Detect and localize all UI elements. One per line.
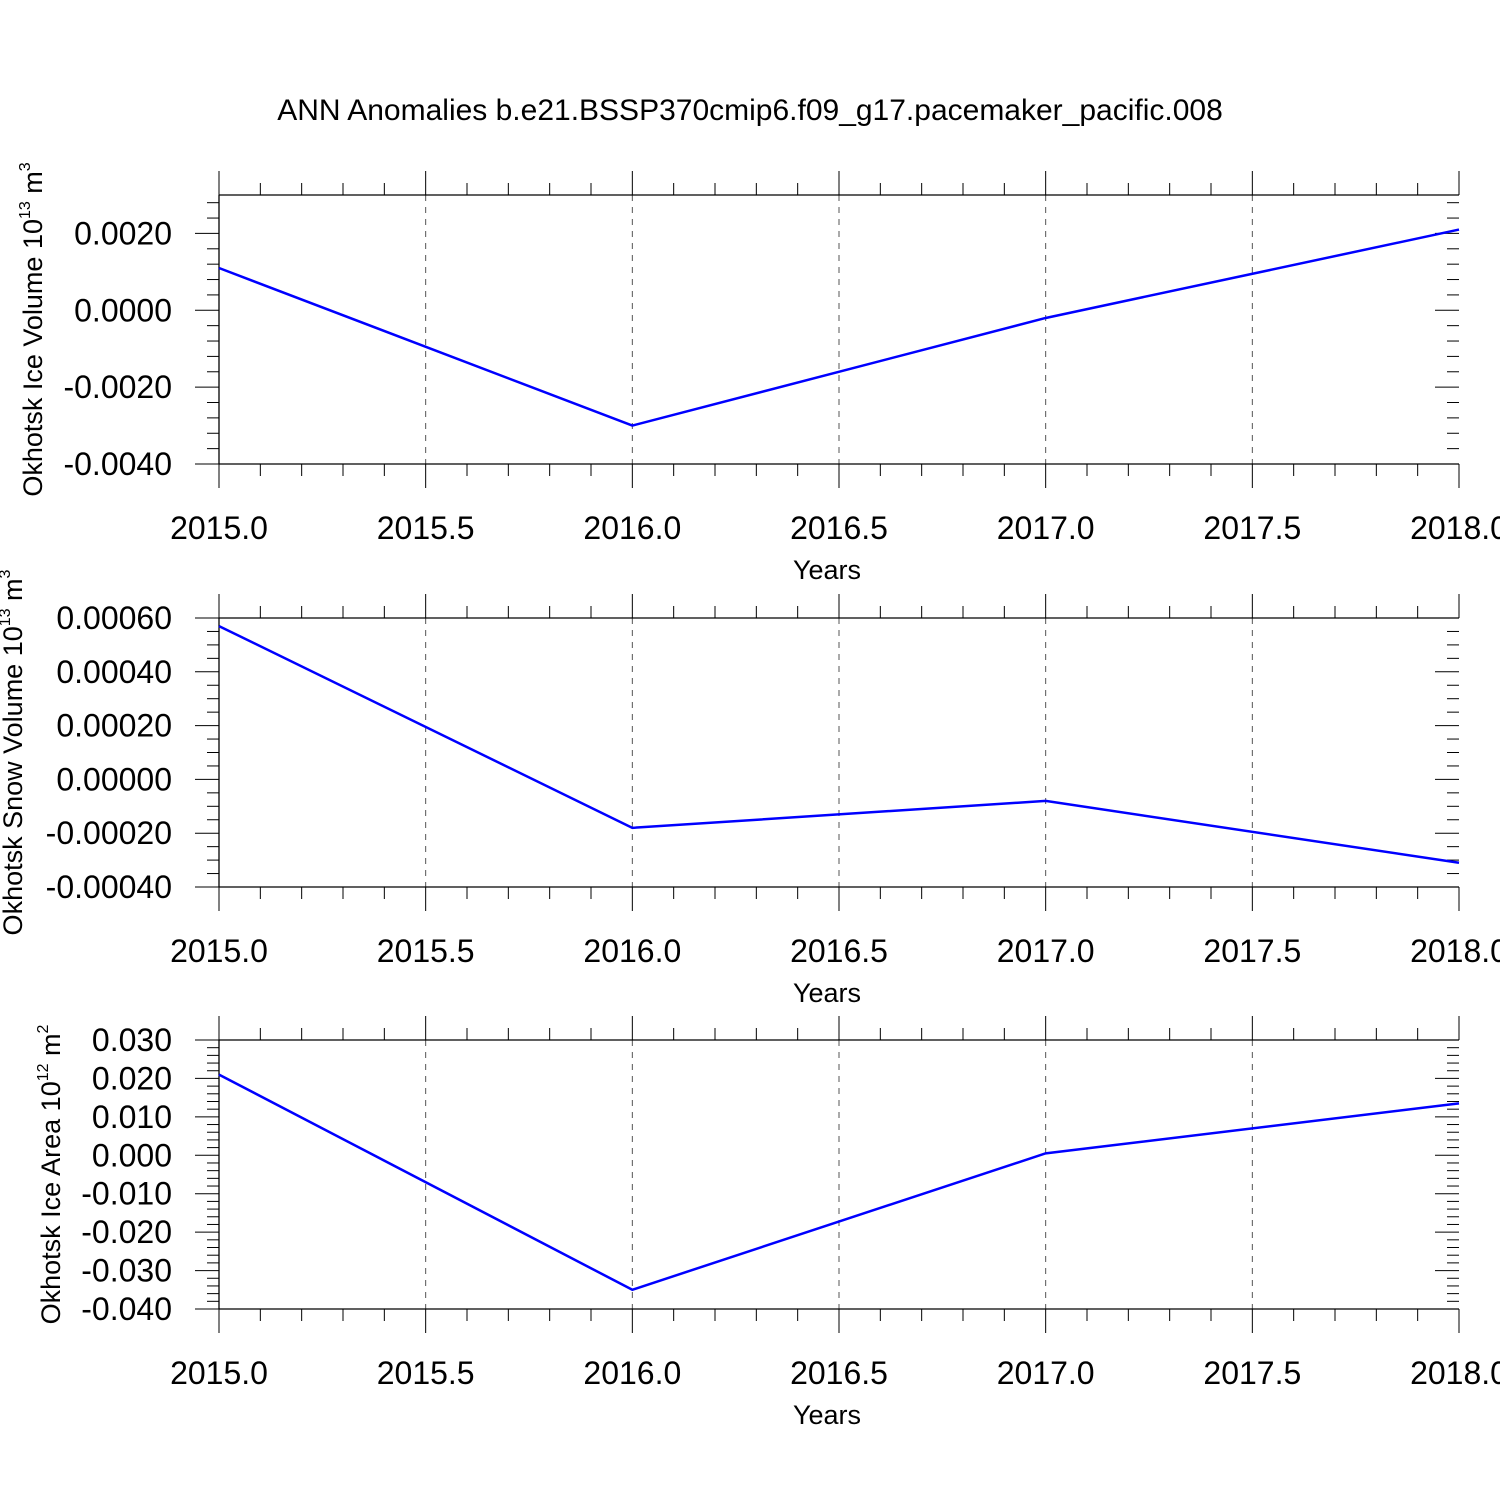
figure-title: ANN Anomalies b.e21.BSSP370cmip6.f09_g17… bbox=[277, 94, 1223, 127]
snow-volume-y-axis-label-part: Okhotsk Snow Volume 10 bbox=[0, 626, 28, 935]
ice-volume-y-tick-label: 0.0020 bbox=[74, 215, 172, 251]
ice-area-x-axis-label: Years bbox=[793, 1400, 861, 1430]
panel-ice-volume: 2015.0 2015.5 2016.0 2016.5 2017.0 2017.5 2018… bbox=[17, 162, 1500, 585]
ice-volume-y-axis-label-part: Okhotsk Ice Volume 10 bbox=[18, 219, 48, 497]
ice-area-y-tick-label: 0.030 bbox=[92, 1022, 172, 1058]
ice-volume-y-tick-label: -0.0040 bbox=[63, 446, 172, 482]
ice-volume-x-tick-label: 2018.0 bbox=[1410, 510, 1500, 546]
ice-area-x-tick-label: 2016.0 bbox=[583, 1355, 681, 1391]
snow-volume-y-tick-label: 0.00020 bbox=[56, 708, 172, 744]
ice-area-y-tick-label: 0.020 bbox=[92, 1060, 172, 1096]
snow-volume-y-axis-label: Okhotsk Snow Volume 1013 m3 bbox=[0, 569, 28, 935]
snow-volume-series-line bbox=[218, 624, 1460, 865]
snow-volume-y-tick-label: -0.00040 bbox=[46, 869, 172, 905]
snow-volume-y-tick-label: 0.00000 bbox=[56, 761, 172, 797]
ice-area-x-tick-label: 2015.5 bbox=[377, 1355, 475, 1391]
ice-area-y-axis-label-part: Okhotsk Ice Area 10 bbox=[36, 1081, 66, 1324]
ice-volume-y-axis-label-superscript: 13 bbox=[17, 201, 34, 219]
snow-volume-y-axis-label-superscript: 3 bbox=[0, 569, 14, 578]
snow-volume-x-tick-label: 2016.5 bbox=[790, 933, 888, 969]
ice-volume-x-tick-label: 2016.5 bbox=[790, 510, 888, 546]
snow-volume-x-tick-label: 2017.5 bbox=[1203, 933, 1301, 969]
ice-area-series-line bbox=[218, 1073, 1460, 1292]
ice-volume-x-tick-label: 2016.0 bbox=[583, 510, 681, 546]
snow-volume-y-tick-label: 0.00040 bbox=[56, 654, 172, 690]
ice-volume-x-axis-label: Years bbox=[793, 555, 861, 585]
ice-volume-y-axis-label-superscript: 3 bbox=[17, 162, 34, 171]
ice-volume-y-axis-label-part: m bbox=[18, 171, 48, 201]
ice-area-y-axis-label: Okhotsk Ice Area 1012 m2 bbox=[35, 1024, 66, 1324]
ice-area-y-tick-label: -0.010 bbox=[81, 1176, 172, 1212]
ice-area-x-tick-label: 2016.5 bbox=[790, 1355, 888, 1391]
ice-volume-y-tick-label: 0.0000 bbox=[74, 292, 172, 328]
ice-area-x-tick-label: 2017.5 bbox=[1203, 1355, 1301, 1391]
ice-area-x-tick-label: 2017.0 bbox=[997, 1355, 1095, 1391]
ice-area-x-tick-label: 2015.0 bbox=[170, 1355, 268, 1391]
ice-volume-y-axis-label: Okhotsk Ice Volume 1013 m3 bbox=[17, 162, 48, 496]
ice-volume-x-tick-label: 2017.0 bbox=[997, 510, 1095, 546]
ice-area-y-tick-label: 0.000 bbox=[92, 1137, 172, 1173]
ice-volume-x-tick-label: 2017.5 bbox=[1203, 510, 1301, 546]
panel-ice-area: 2015.0 2015.5 2016.0 2016.5 2017.0 2017.5 2018… bbox=[35, 1016, 1500, 1430]
snow-volume-y-axis-label-superscript: 13 bbox=[0, 608, 14, 626]
ice-volume-x-tick-label: 2015.5 bbox=[377, 510, 475, 546]
snow-volume-x-tick-label: 2015.0 bbox=[170, 933, 268, 969]
panel-snow-volume: 2015.0 2015.5 2016.0 2016.5 2017.0 2017.5 2018… bbox=[0, 569, 1500, 1008]
ice-area-y-axis-label-part: m bbox=[36, 1033, 66, 1063]
snow-volume-x-tick-label: 2018.0 bbox=[1410, 933, 1500, 969]
ice-volume-y-tick-label: -0.0020 bbox=[63, 369, 172, 405]
ice-area-y-tick-label: -0.030 bbox=[81, 1253, 172, 1289]
ice-volume-series-line bbox=[218, 228, 1460, 427]
snow-volume-y-axis-label-part: m bbox=[0, 578, 28, 608]
ice-area-y-tick-label: -0.020 bbox=[81, 1214, 172, 1250]
snow-volume-x-axis-label: Years bbox=[793, 978, 861, 1008]
snow-volume-x-tick-label: 2017.0 bbox=[997, 933, 1095, 969]
ice-area-y-tick-label: 0.010 bbox=[92, 1099, 172, 1135]
snow-volume-y-tick-label: -0.00020 bbox=[46, 815, 172, 851]
ice-area-y-tick-label: -0.040 bbox=[81, 1291, 172, 1327]
snow-volume-y-tick-label: 0.00060 bbox=[56, 600, 172, 636]
ice-area-y-axis-label-superscript: 12 bbox=[35, 1063, 52, 1081]
ice-area-y-axis-label-superscript: 2 bbox=[35, 1024, 52, 1033]
ice-volume-x-tick-label: 2015.0 bbox=[170, 510, 268, 546]
ice-area-x-tick-label: 2018.0 bbox=[1410, 1355, 1500, 1391]
snow-volume-x-tick-label: 2016.0 bbox=[583, 933, 681, 969]
snow-volume-x-tick-label: 2015.5 bbox=[377, 933, 475, 969]
